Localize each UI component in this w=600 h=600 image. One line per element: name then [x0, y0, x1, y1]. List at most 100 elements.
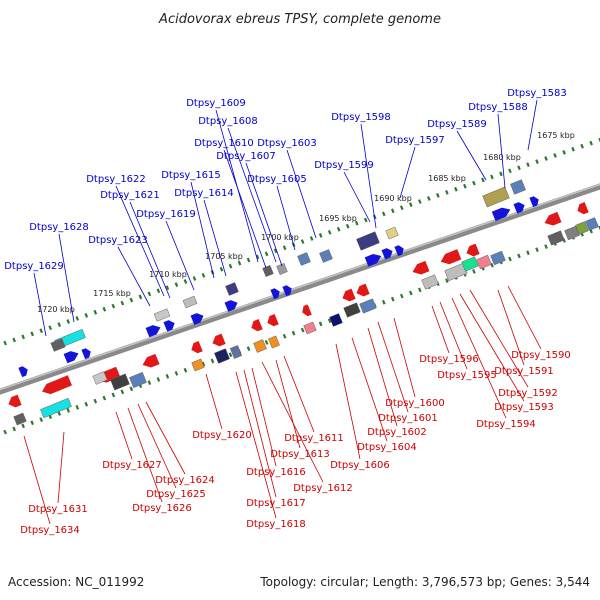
- label-leader: [205, 373, 223, 430]
- feature-box: [421, 274, 439, 290]
- label-leader: [377, 321, 409, 413]
- label-leader: [190, 181, 215, 279]
- gene-label-dtpsy_1592[interactable]: Dtpsy_1592: [498, 388, 558, 399]
- gene-label-dtpsy_1610[interactable]: Dtpsy_1610: [194, 138, 254, 149]
- gene-label-dtpsy_1631[interactable]: Dtpsy_1631: [28, 504, 88, 515]
- scale-tick-outer: [228, 263, 233, 269]
- scale-tick-inner: [246, 346, 251, 351]
- label-leader: [399, 146, 416, 199]
- gene-label-dtpsy_1583[interactable]: Dtpsy_1583: [507, 88, 567, 99]
- gene-label-dtpsy_1597[interactable]: Dtpsy_1597: [385, 135, 445, 146]
- gene-label-dtpsy_1595[interactable]: Dtpsy_1595: [437, 370, 497, 381]
- gene-label-dtpsy_1621[interactable]: Dtpsy_1621: [100, 190, 160, 201]
- forward-gene-arrow: [63, 351, 79, 364]
- gene-label-dtpsy_1618[interactable]: Dtpsy_1618: [246, 519, 306, 530]
- scale-tick-inner: [57, 411, 62, 416]
- gene-label-dtpsy_1608[interactable]: Dtpsy_1608: [198, 116, 258, 127]
- scale-tick-outer: [363, 217, 368, 223]
- scale-tick-outer: [544, 156, 548, 161]
- scale-tick-inner: [129, 386, 134, 392]
- gene-label-dtpsy_1604[interactable]: Dtpsy_1604: [357, 442, 417, 453]
- feature-tracks: [8, 179, 599, 426]
- label-leader: [497, 113, 506, 189]
- scale-tick-inner: [508, 256, 512, 262]
- gene-label-dtpsy_1593[interactable]: Dtpsy_1593: [494, 402, 554, 413]
- forward-gene-arrow: [224, 300, 238, 312]
- gene-label-dtpsy_1596[interactable]: Dtpsy_1596: [419, 354, 479, 365]
- scale-tick-inner: [390, 296, 395, 302]
- label-leader: [343, 171, 371, 223]
- scale-tick-inner: [327, 318, 332, 324]
- gene-label-dtpsy_1599[interactable]: Dtpsy_1599: [314, 160, 374, 171]
- gene-label-dtpsy_1616[interactable]: Dtpsy_1616: [246, 467, 306, 478]
- scale-tick-outer: [111, 303, 116, 309]
- gene-label-dtpsy_1623[interactable]: Dtpsy_1623: [88, 235, 148, 246]
- gene-label-dtpsy_1598[interactable]: Dtpsy_1598: [331, 112, 391, 123]
- scale-tick-inner: [300, 327, 305, 333]
- scale-tick-inner: [210, 358, 215, 364]
- scale-tick-outer: [30, 331, 34, 337]
- gene-label-dtpsy_1613[interactable]: Dtpsy_1613: [270, 449, 330, 460]
- gene-label-dtpsy_1603[interactable]: Dtpsy_1603: [257, 138, 317, 149]
- gene-label-dtpsy_1614[interactable]: Dtpsy_1614: [174, 188, 234, 199]
- gene-label-dtpsy_1600[interactable]: Dtpsy_1600: [385, 398, 445, 409]
- gene-label-dtpsy_1619[interactable]: Dtpsy_1619: [136, 209, 196, 220]
- gene-label-dtpsy_1607[interactable]: Dtpsy_1607: [216, 151, 276, 162]
- reverse-gene-arrow: [440, 249, 462, 265]
- scale-tick-outer: [102, 306, 107, 312]
- feature-box: [343, 302, 361, 318]
- gene-label-dtpsy_1609[interactable]: Dtpsy_1609: [186, 98, 246, 109]
- gene-label-dtpsy_1622[interactable]: Dtpsy_1622: [86, 174, 146, 185]
- gene-label-dtpsy_1626[interactable]: Dtpsy_1626: [132, 503, 192, 514]
- gene-label-dtpsy_1589[interactable]: Dtpsy_1589: [427, 119, 487, 130]
- feature-box: [303, 321, 317, 335]
- gene-label-dtpsy_1629[interactable]: Dtpsy_1629: [4, 261, 64, 272]
- scale-tick-inner: [291, 330, 296, 336]
- gene-label-dtpsy_1634[interactable]: Dtpsy_1634: [20, 525, 80, 536]
- scale-tick-outer: [237, 260, 242, 266]
- gene-label-dtpsy_1612[interactable]: Dtpsy_1612: [293, 483, 353, 494]
- gene-label-dtpsy_1601[interactable]: Dtpsy_1601: [378, 413, 438, 424]
- gene-label-dtpsy_1591[interactable]: Dtpsy_1591: [494, 366, 554, 377]
- gene-label-dtpsy_1628[interactable]: Dtpsy_1628: [29, 222, 89, 233]
- label-leader: [227, 127, 277, 263]
- gene-label-dtpsy_1590[interactable]: Dtpsy_1590: [511, 350, 571, 361]
- gene-labels[interactable]: Dtpsy_1583 Dtpsy_1588 Dtpsy_1589 Dtpsy_1597…: [4, 88, 571, 536]
- scale-tick-inner: [318, 321, 323, 327]
- gene-label-dtpsy_1602[interactable]: Dtpsy_1602: [367, 427, 427, 438]
- gene-label-dtpsy_1605[interactable]: Dtpsy_1605: [247, 174, 307, 185]
- scale-tick-outer: [454, 186, 458, 192]
- gene-label-dtpsy_1627[interactable]: Dtpsy_1627: [102, 460, 162, 471]
- genome-summary: Topology: circular; Length: 3,796,573 bp…: [259, 575, 590, 589]
- gene-label-dtpsy_1588[interactable]: Dtpsy_1588: [468, 102, 528, 113]
- forward-gene-arrow: [81, 348, 91, 360]
- scale-tick-outer: [165, 285, 170, 291]
- forward-gene-arrow: [190, 313, 204, 325]
- scale-tick-outer: [526, 162, 530, 168]
- scale-label: 1715 kbp: [93, 289, 131, 298]
- gene-label-dtpsy_1606[interactable]: Dtpsy_1606: [330, 460, 390, 471]
- label-leader: [431, 305, 450, 354]
- gene-label-dtpsy_1611[interactable]: Dtpsy_1611: [284, 433, 344, 444]
- scale-label: 1695 kbp: [319, 214, 357, 223]
- gene-label-dtpsy_1620[interactable]: Dtpsy_1620: [192, 430, 252, 441]
- scale-tick-inner: [165, 374, 170, 379]
- gene-label-dtpsy_1625[interactable]: Dtpsy_1625: [146, 489, 206, 500]
- scale-tick-inner: [517, 253, 521, 259]
- gene-label-dtpsy_1624[interactable]: Dtpsy_1624: [155, 475, 215, 486]
- scale-tick-inner: [102, 395, 107, 401]
- scale-tick-outer: [327, 229, 332, 235]
- label-leaders: [23, 99, 542, 525]
- scale-tick-outer: [129, 297, 134, 303]
- scale-tick-outer: [84, 313, 89, 318]
- gene-label-dtpsy_1594[interactable]: Dtpsy_1594: [476, 419, 536, 430]
- gene-label-dtpsy_1617[interactable]: Dtpsy_1617: [246, 498, 306, 509]
- scale-tick-outer: [300, 239, 305, 244]
- forward-gene-arrow: [163, 320, 175, 332]
- gene-label-dtpsy_1615[interactable]: Dtpsy_1615: [161, 170, 221, 181]
- label-leader: [507, 285, 542, 350]
- scale-tick-outer: [156, 288, 161, 294]
- scale-tick-outer: [174, 282, 179, 287]
- scale-tick-outer: [381, 211, 386, 217]
- scale-tick-inner: [228, 352, 233, 358]
